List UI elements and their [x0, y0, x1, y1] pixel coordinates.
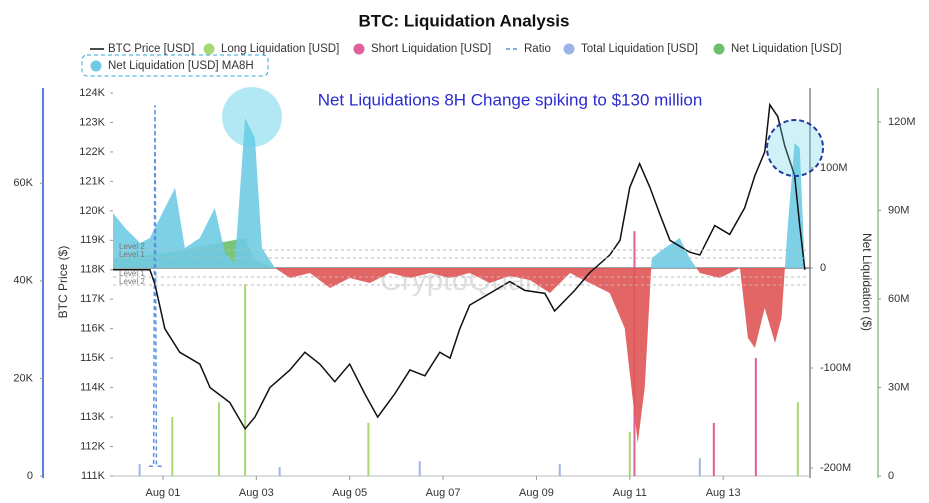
- legend-marker: [713, 43, 725, 55]
- y3-tick-label: 90M: [888, 204, 909, 216]
- highlight-circle: [222, 87, 282, 147]
- legend-marker: [203, 43, 215, 55]
- level-label: Level 2: [119, 242, 145, 251]
- legend-label: Long Liquidation [USD]: [221, 43, 339, 55]
- y-tick-label: 114K: [80, 382, 106, 394]
- y-tick-label: 122K: [79, 146, 105, 158]
- y4-tick-label: 20K: [13, 372, 33, 384]
- area: [113, 118, 805, 443]
- chart-title: BTC: Liquidation Analysis: [359, 11, 570, 30]
- legend-label: Net Liquidation [USD] MA8H: [108, 60, 254, 72]
- y-tick-label: 116K: [80, 323, 106, 335]
- y3-tick-label: 0: [888, 470, 894, 482]
- x-tick-label: Aug 01: [146, 487, 181, 499]
- y4-tick-label: 0: [27, 470, 33, 482]
- y-axis-title: BTC Price ($): [56, 246, 70, 319]
- level-label: Level 1: [119, 269, 145, 278]
- level-label: Level 1: [119, 250, 145, 259]
- y-tick-label: 120K: [79, 205, 105, 217]
- y-tick-label: 112K: [80, 440, 106, 452]
- legend-marker: [90, 60, 102, 72]
- legend-label: Total Liquidation [USD]: [581, 43, 698, 55]
- y-tick-label: 111K: [81, 470, 106, 482]
- x-tick-label: Aug 07: [426, 487, 461, 499]
- y3-tick-label: 120M: [888, 116, 916, 128]
- y-tick-label: 115K: [80, 352, 106, 364]
- legend-marker: [353, 43, 365, 55]
- highlight-circle-dashed: [766, 119, 824, 177]
- legend-label: Short Liquidation [USD]: [371, 43, 491, 55]
- legend-label: BTC Price [USD]: [108, 43, 194, 55]
- y3-tick-label: 60M: [888, 293, 909, 305]
- y2-axis-title: Net Liquidation ($): [860, 233, 874, 331]
- legend-label: Net Liquidation [USD]: [731, 43, 842, 55]
- y2-tick-label: 0: [820, 262, 826, 274]
- x-tick-label: Aug 13: [706, 487, 741, 499]
- y2-tick-label: -200M: [820, 462, 851, 474]
- y3-tick-label: 30M: [888, 381, 909, 393]
- annotation: Net Liquidations 8H Change spiking to $1…: [318, 90, 703, 109]
- legend-marker: [563, 43, 575, 55]
- x-tick-label: Aug 05: [332, 487, 367, 499]
- level-label: Level 2: [119, 277, 145, 286]
- y-tick-label: 117K: [80, 293, 106, 305]
- line: [113, 102, 806, 431]
- legend-label: Ratio: [524, 43, 551, 55]
- y4-tick-label: 40K: [13, 275, 33, 287]
- legend-highlight: [81, 54, 269, 77]
- x-tick-label: Aug 03: [239, 487, 274, 499]
- y-tick-label: 123K: [79, 116, 105, 128]
- y-tick-label: 121K: [79, 175, 105, 187]
- x-tick-label: Aug 11: [613, 487, 647, 499]
- y-tick-label: 113K: [80, 411, 106, 423]
- y-tick-label: 118K: [80, 264, 106, 276]
- y4-tick-label: 60K: [13, 177, 33, 189]
- y2-tick-label: 100M: [820, 162, 848, 174]
- dashed-line: [148, 105, 163, 467]
- y-tick-label: 119K: [80, 234, 106, 246]
- plot-area: [113, 102, 810, 476]
- y2-tick-label: -100M: [820, 362, 851, 374]
- x-tick-label: Aug 09: [519, 487, 554, 499]
- y-tick-label: 124K: [79, 87, 105, 99]
